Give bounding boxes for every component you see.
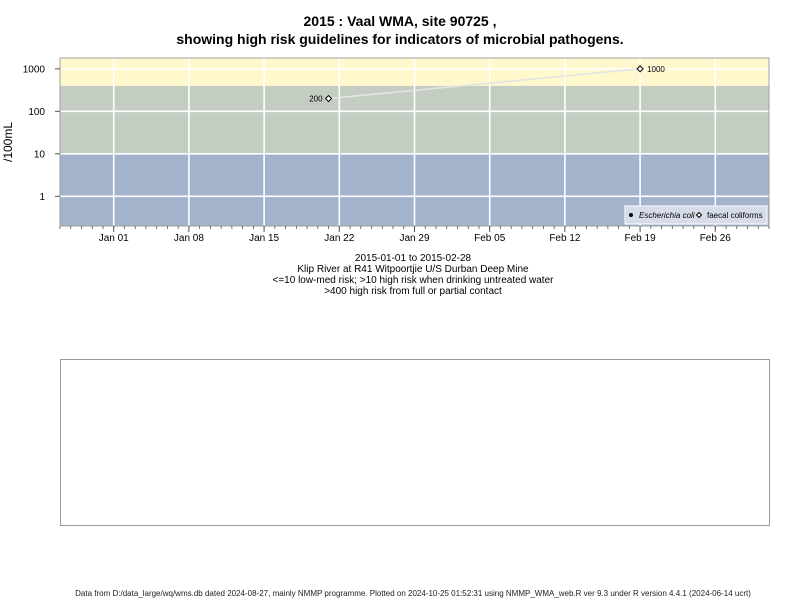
log-scale-line-chart: 1 10 100 1000/100mL Jan 01 Jan 08 Jan 15 Jan 22… bbox=[1, 57, 770, 244]
legend-label-0: Escherichia coli bbox=[639, 211, 695, 220]
chart-title-line-2: showing high risk guidelines for indicat… bbox=[176, 31, 624, 47]
risk-high-caption: >400 high risk from full or partial cont… bbox=[324, 286, 502, 297]
x-tick-label-6: Feb 12 bbox=[549, 233, 581, 244]
x-tick-label-8: Feb 26 bbox=[700, 233, 732, 244]
data-source-footer: Data from D:/data_large/wq/wms.db dated … bbox=[75, 589, 751, 598]
data-point-1-1 bbox=[636, 65, 644, 73]
legend-marker-0 bbox=[629, 213, 633, 217]
y-tick-label-3: 1000 bbox=[23, 64, 46, 75]
data-label-1-0: 200 bbox=[309, 95, 323, 104]
data-label-1-1: 1000 bbox=[647, 65, 665, 74]
x-tick-label-5: Feb 05 bbox=[474, 233, 506, 244]
empty-plot-panel bbox=[60, 359, 770, 526]
x-tick-label-7: Feb 19 bbox=[625, 233, 657, 244]
data-point-1-0 bbox=[324, 94, 333, 103]
y-tick-label-2: 100 bbox=[28, 107, 45, 118]
y-axis-label: /100mL bbox=[1, 122, 15, 162]
legend-marker-1 bbox=[695, 211, 703, 219]
risk-low-caption: <=10 low-med risk; >10 high risk when dr… bbox=[272, 275, 554, 286]
site-name-caption: Klip River at R41 Witpoortjie U/S Durban… bbox=[297, 264, 529, 275]
x-tick-label-2: Jan 15 bbox=[249, 233, 279, 244]
x-tick-label-1: Jan 08 bbox=[174, 233, 204, 244]
series-line-1 bbox=[328, 68, 641, 100]
date-range-caption: 2015-01-01 to 2015-02-28 bbox=[354, 253, 472, 264]
y-tick-label-1: 10 bbox=[34, 149, 46, 160]
y-tick-label-0: 1 bbox=[39, 192, 45, 203]
x-tick-label-4: Jan 29 bbox=[399, 233, 429, 244]
x-tick-label-0: Jan 01 bbox=[99, 233, 129, 244]
x-tick-label-3: Jan 22 bbox=[324, 233, 354, 244]
chart-title-line-1: 2015 : Vaal WMA, site 90725 , bbox=[303, 13, 497, 29]
legend-label-1: faecal coliforms bbox=[707, 211, 763, 220]
